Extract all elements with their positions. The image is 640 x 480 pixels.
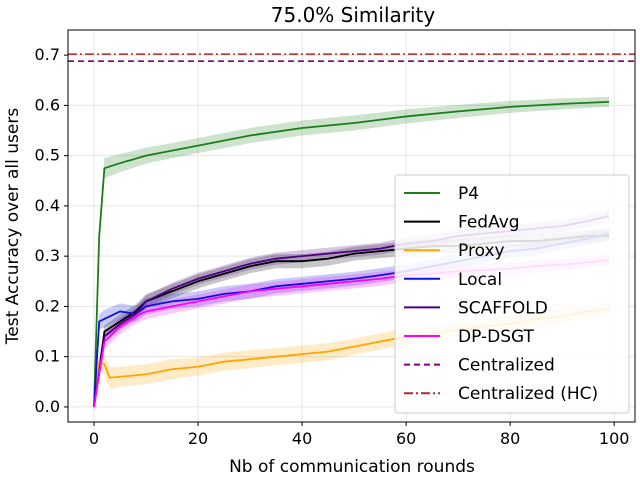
plot-frame — [67, 29, 636, 423]
x-axis-label: Nb of communication rounds — [229, 457, 475, 477]
x-tick-label: 0 — [89, 429, 99, 448]
legend-label-dp-dsgt: DP-DSGT — [458, 327, 535, 347]
y-tick-label: 0.4 — [35, 196, 60, 215]
legend-label-local: Local — [458, 270, 502, 290]
reference-lines — [68, 53, 635, 62]
x-tick-label: 80 — [500, 429, 520, 448]
x-tick-label: 60 — [396, 429, 416, 448]
x-tick-label: 40 — [292, 429, 312, 448]
y-tick-label: 0.5 — [35, 146, 60, 165]
x-tick-label: 20 — [188, 429, 208, 448]
legend-label-p4: P4 — [458, 184, 479, 204]
legend-label-centralized: Centralized — [458, 356, 555, 376]
y-tick-label: 0.7 — [35, 45, 60, 64]
band-dp-dsgt — [94, 254, 609, 410]
y-axis-label: Test Accuracy over all users — [3, 108, 23, 346]
y-tick-label: 0.1 — [35, 347, 60, 366]
legend-label-centralized-hc: Centralized (HC) — [458, 384, 598, 404]
line-p4 — [93, 100, 610, 407]
legend-label-scaffold: SCAFFOLD — [458, 298, 548, 318]
y-tick-label: 0.3 — [35, 246, 60, 265]
y-tick-label: 0.0 — [35, 397, 60, 416]
x-tick-label: 100 — [599, 429, 630, 448]
axis-ticks: 0 20 40 60 80 100 0.0 0.1 0.2 0.3 0.4 0.5 0.6 0.7 — [35, 45, 630, 448]
legend: P4 FedAvg Proxy Local SCAFFOLD DP-DSGT Central… — [394, 174, 630, 414]
chart-title: 75.0% Similarity — [271, 3, 436, 27]
y-tick-label: 0.6 — [35, 95, 60, 114]
y-tick-label: 0.2 — [35, 296, 60, 315]
legend-box — [394, 174, 630, 414]
legend-label-proxy: Proxy — [458, 241, 505, 261]
legend-label-fedavg: FedAvg — [458, 213, 520, 233]
